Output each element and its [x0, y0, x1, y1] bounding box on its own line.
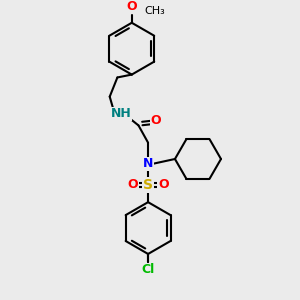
Text: O: O — [128, 178, 138, 191]
Text: O: O — [127, 0, 137, 13]
Text: Cl: Cl — [142, 262, 155, 276]
Text: O: O — [150, 114, 161, 127]
Text: O: O — [158, 178, 169, 191]
Text: NH: NH — [111, 107, 132, 120]
Text: CH₃: CH₃ — [144, 6, 165, 16]
Text: N: N — [143, 157, 153, 170]
Text: S: S — [143, 178, 153, 192]
